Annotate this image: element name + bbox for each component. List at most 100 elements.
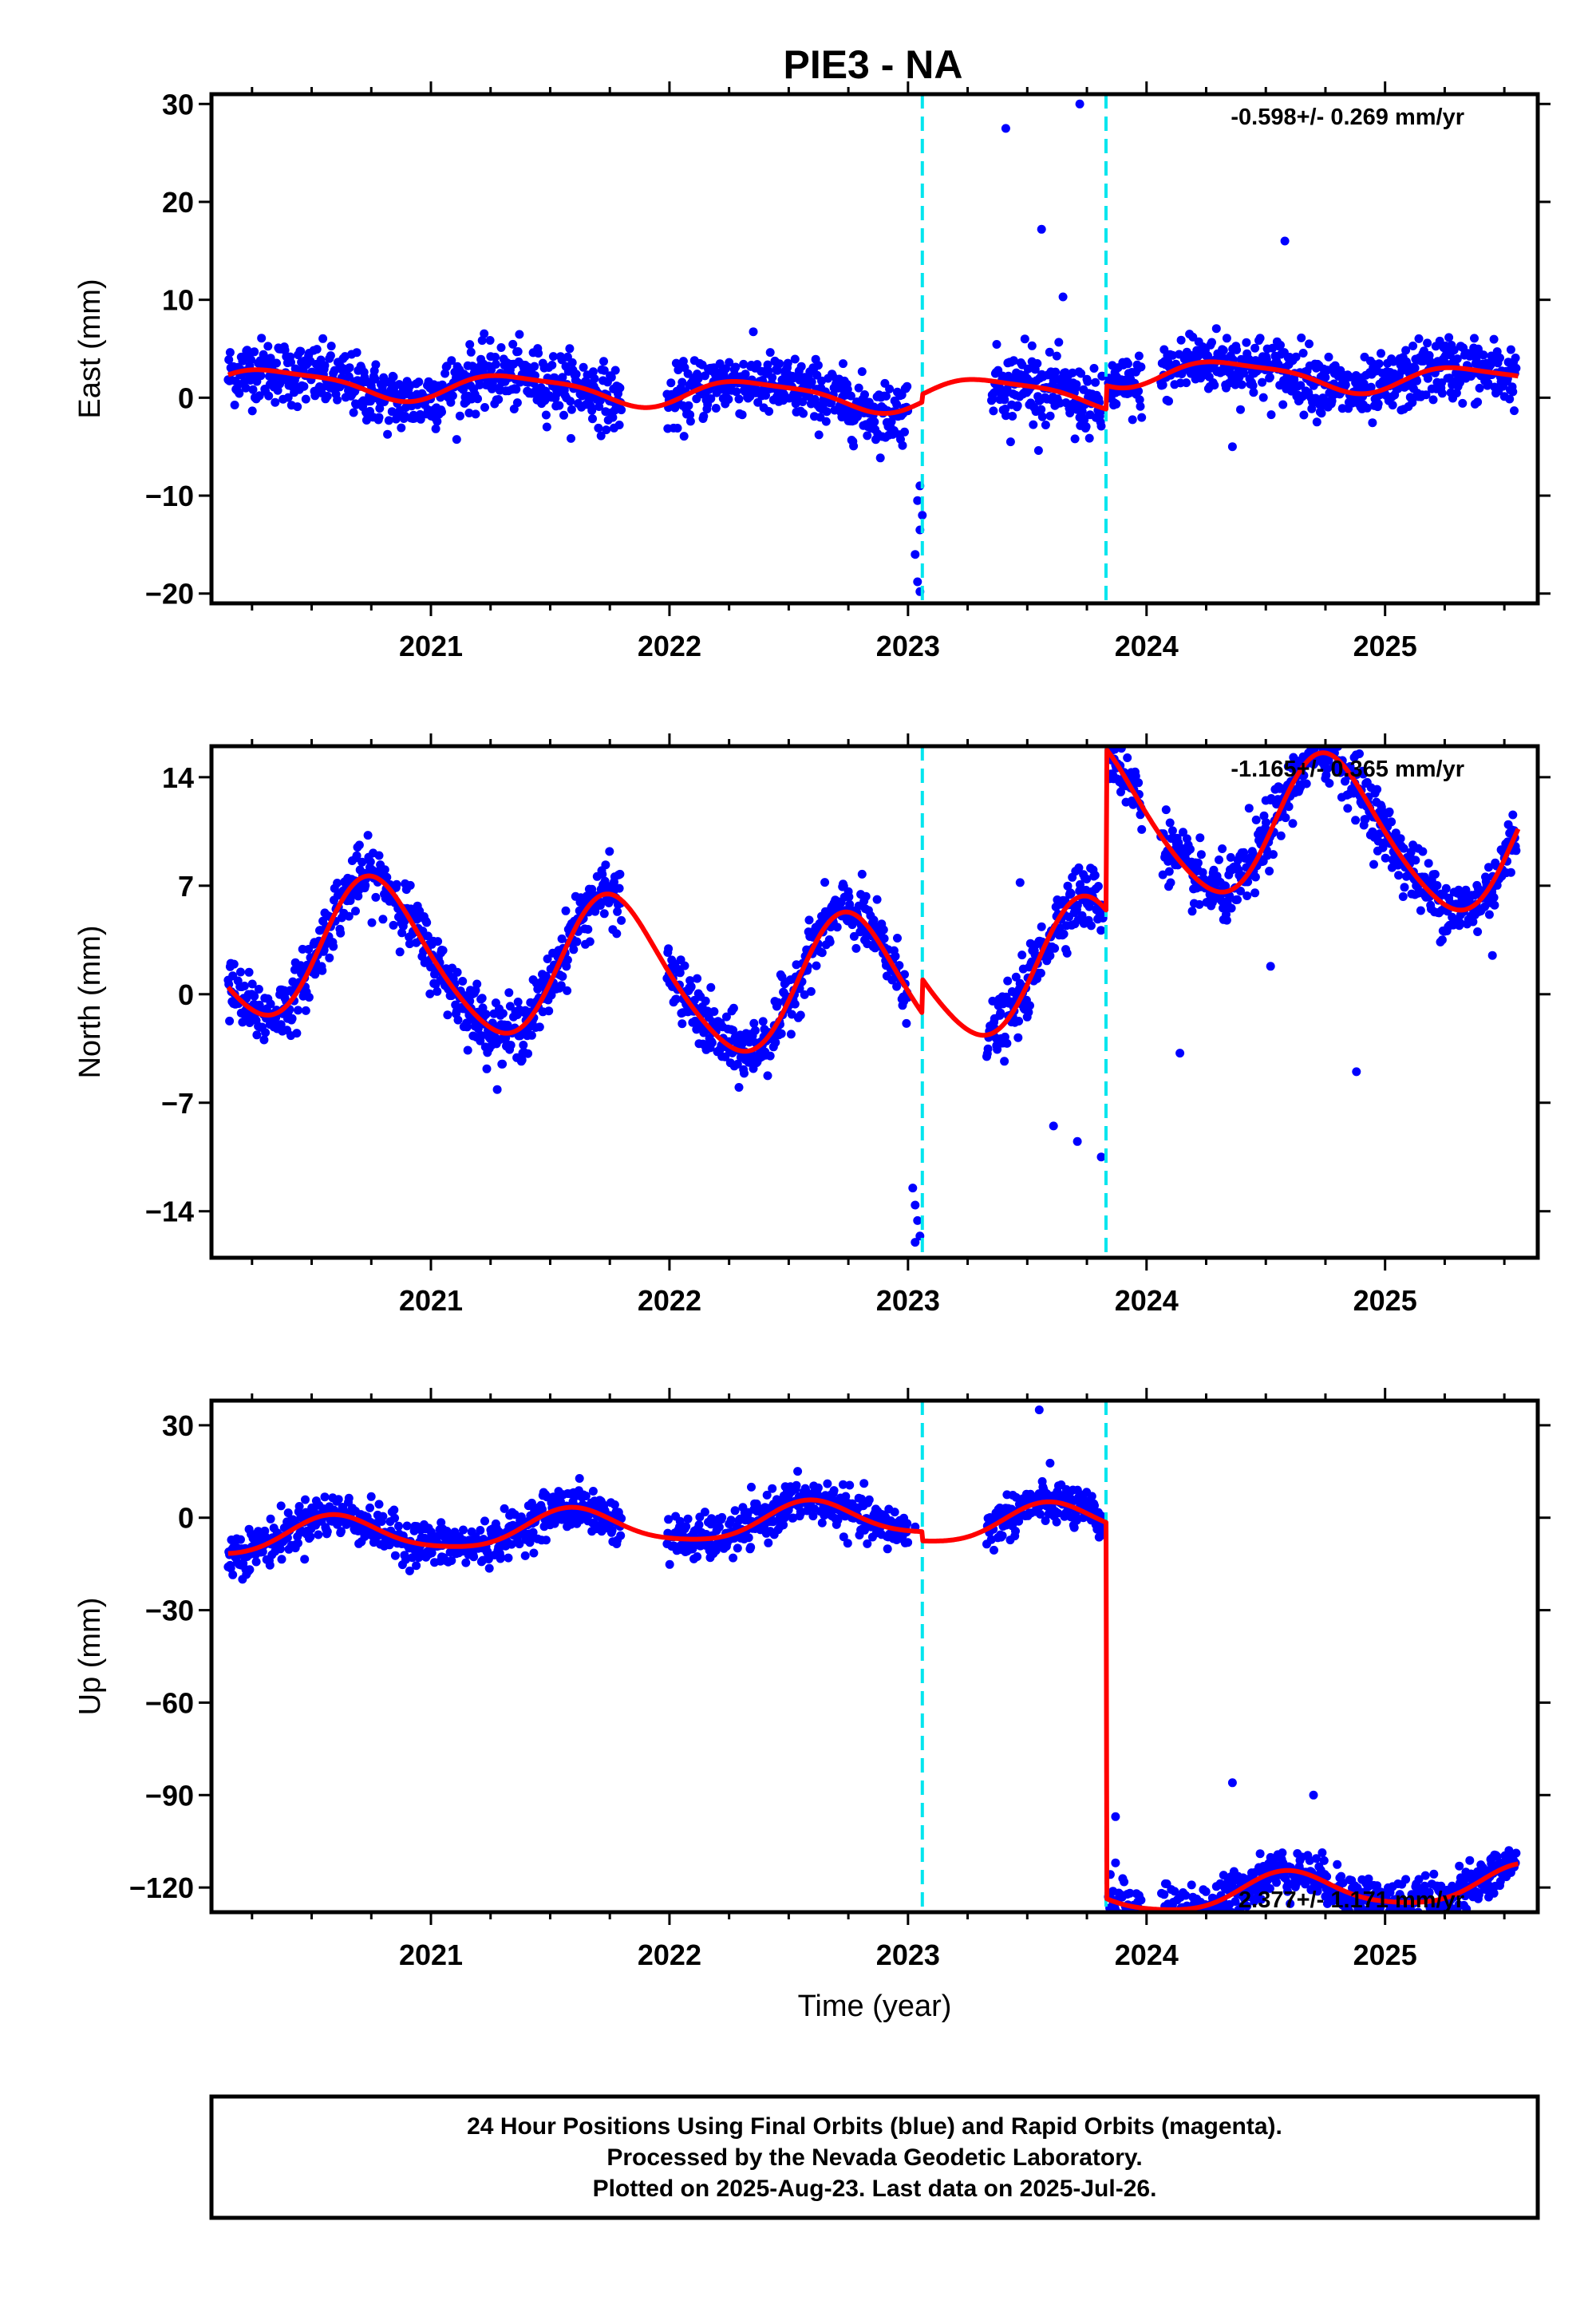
data-point [1505, 394, 1515, 404]
data-point [918, 511, 927, 520]
data-point [744, 1533, 753, 1543]
data-point [1255, 334, 1265, 343]
data-point [527, 1498, 536, 1508]
data-point [1226, 852, 1235, 862]
data-point [519, 1041, 528, 1049]
data-point [1231, 380, 1240, 389]
data-point [1373, 399, 1383, 409]
data-point [480, 1516, 489, 1526]
data-point [1000, 1057, 1009, 1066]
data-point [1185, 330, 1195, 339]
data-point [588, 1487, 598, 1496]
data-point [596, 431, 606, 441]
data-point [304, 993, 314, 1002]
data-point [793, 1467, 803, 1476]
data-point [476, 1031, 486, 1041]
data-point [1262, 818, 1270, 828]
data-point [380, 865, 389, 875]
data-point [498, 1009, 508, 1018]
data-point [1134, 386, 1144, 396]
data-point [1473, 927, 1483, 936]
data-point [1137, 413, 1147, 422]
y-tick-label: 0 [178, 978, 194, 1011]
data-point [579, 362, 588, 372]
data-point [1221, 881, 1231, 891]
data-point [694, 1520, 704, 1530]
data-point [1000, 395, 1009, 405]
data-point [590, 374, 599, 383]
data-point [683, 1514, 693, 1524]
data-point [354, 840, 364, 850]
data-point [459, 1525, 468, 1535]
data-point [1161, 805, 1171, 815]
data-point [371, 360, 381, 370]
data-point [1398, 892, 1408, 901]
data-point [863, 431, 872, 441]
data-point [405, 880, 415, 890]
data-point [371, 892, 381, 902]
data-point [1249, 388, 1258, 397]
data-point [496, 1553, 506, 1563]
data-point [1258, 393, 1268, 402]
data-point [294, 1502, 304, 1511]
rate-annotation: -0.598+/- 0.269 mm/yr [1231, 105, 1464, 130]
data-point [299, 381, 309, 391]
data-point [1298, 349, 1308, 358]
data-point [792, 1480, 801, 1490]
data-point [575, 1474, 584, 1483]
data-point [734, 1083, 744, 1092]
data-point [392, 879, 401, 889]
data-point [275, 1544, 285, 1554]
data-point [1406, 848, 1416, 857]
data-point [900, 427, 909, 437]
data-point [729, 1553, 738, 1563]
data-point [543, 954, 552, 963]
data-point [1412, 376, 1421, 385]
data-point [1091, 377, 1100, 387]
data-point [565, 344, 575, 354]
data-point [236, 1535, 245, 1544]
x-tick-label: 2021 [399, 1284, 463, 1317]
data-point [1490, 900, 1499, 910]
data-point [1084, 433, 1094, 443]
data-point [329, 942, 338, 951]
data-point [1432, 881, 1442, 890]
data-point [475, 380, 484, 389]
data-point [602, 425, 611, 435]
y-axis-label: East (mm) [73, 279, 107, 418]
data-point [1125, 1888, 1135, 1898]
data-point [301, 394, 310, 404]
data-point [1096, 926, 1106, 935]
data-point [998, 1531, 1007, 1540]
data-point [390, 1551, 400, 1560]
data-point [414, 377, 424, 387]
data-point [765, 348, 775, 358]
data-point [473, 394, 482, 404]
data-point [1077, 369, 1086, 378]
data-point [378, 915, 388, 924]
data-point [1452, 354, 1462, 364]
data-point [1052, 1517, 1061, 1527]
data-point [1278, 1848, 1287, 1858]
data-point [541, 1535, 551, 1545]
data-point [498, 1059, 508, 1069]
data-point [226, 1563, 235, 1573]
data-point [465, 340, 475, 350]
data-point [1265, 1883, 1274, 1893]
data-point [1408, 342, 1418, 350]
data-point [1231, 1897, 1240, 1907]
data-point [993, 1045, 1002, 1054]
data-point [349, 408, 358, 417]
data-point [548, 352, 558, 362]
data-point [787, 1010, 796, 1019]
data-point [1400, 883, 1409, 892]
data-point [1508, 387, 1518, 397]
data-point [1351, 816, 1361, 825]
data-point [250, 991, 259, 1001]
chart-title: PIE3 - NA [783, 42, 962, 87]
data-point [1359, 379, 1369, 389]
data-point [1473, 397, 1483, 407]
data-point [606, 373, 616, 382]
data-point [336, 928, 346, 938]
